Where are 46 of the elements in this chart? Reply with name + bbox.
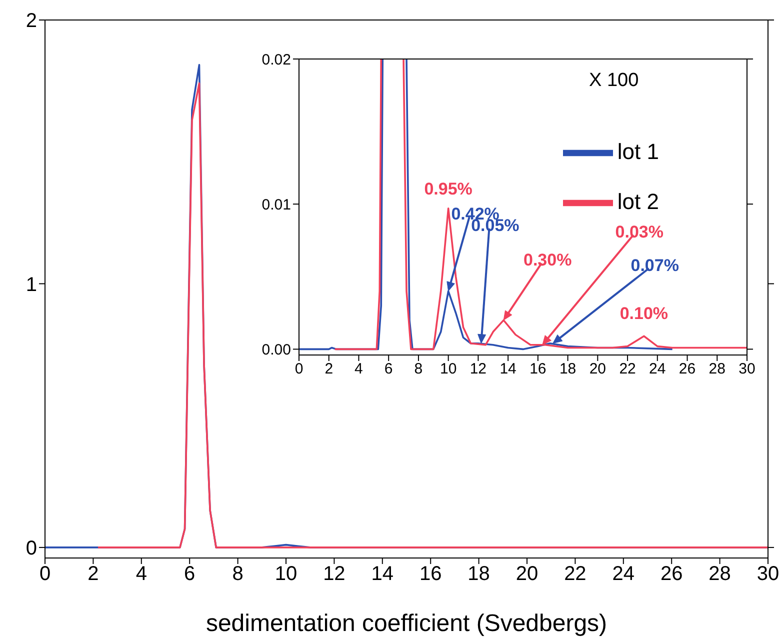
x-tick-label: 22 [619, 360, 636, 378]
x-tick-label: 18 [468, 563, 490, 586]
y-tick-label: 2 [26, 10, 37, 32]
x-tick-label: 26 [660, 563, 683, 586]
x-tick-label: 4 [136, 563, 147, 586]
x-tick-label: 20 [516, 563, 538, 586]
x-tick-label: 10 [440, 360, 457, 378]
y-tick-label: 0 [26, 538, 37, 560]
x-tick-label: 6 [184, 563, 196, 586]
annotation: 0.10% [620, 304, 668, 324]
legend-label: lot 1 [617, 138, 659, 164]
x-tick-label: 2 [88, 563, 99, 586]
x-tick-label: 18 [559, 360, 576, 378]
y-tick-label: 0.00 [262, 342, 291, 359]
legend-label: lot 2 [617, 188, 659, 214]
x-tick-label: 16 [419, 563, 442, 586]
y-tick-label: 1 [26, 274, 37, 296]
x-tick-label: 6 [384, 360, 393, 378]
x-tick-label: 12 [323, 563, 346, 586]
x-tick-label: 30 [738, 360, 756, 378]
x-tick-label: 22 [564, 563, 586, 586]
x-tick-label: 14 [500, 360, 516, 378]
annotation: 0.07% [630, 256, 679, 275]
x-tick-label: 4 [354, 360, 363, 378]
annotation: 0.30% [523, 250, 572, 270]
x-tick-label: 0 [294, 360, 304, 378]
x-tick-label: 12 [470, 360, 487, 378]
x-tick-label: 30 [756, 563, 780, 586]
x-tick-label: 28 [708, 360, 726, 378]
annotation: X 100 [589, 70, 639, 92]
x-tick-label: 8 [414, 360, 423, 378]
x-tick-label: 28 [708, 563, 731, 586]
y-tick-label: 0.01 [262, 196, 291, 214]
annotation: 0.03% [615, 222, 664, 242]
annotation: 0.95% [424, 179, 472, 198]
x-tick-label: 2 [324, 360, 334, 378]
x-tick-label: 16 [530, 360, 546, 378]
x-tick-label: 26 [678, 360, 696, 378]
x-tick-label: 10 [274, 563, 298, 586]
x-axis-title: sedimentation coefficient (Svedbergs) [206, 610, 608, 637]
y-tick-label: 0.02 [262, 51, 291, 68]
x-tick-label: 24 [649, 360, 666, 378]
x-tick-label: 20 [589, 360, 606, 378]
x-tick-label: 24 [612, 563, 635, 586]
x-tick-label: 14 [371, 563, 394, 586]
x-tick-label: 8 [232, 563, 244, 586]
